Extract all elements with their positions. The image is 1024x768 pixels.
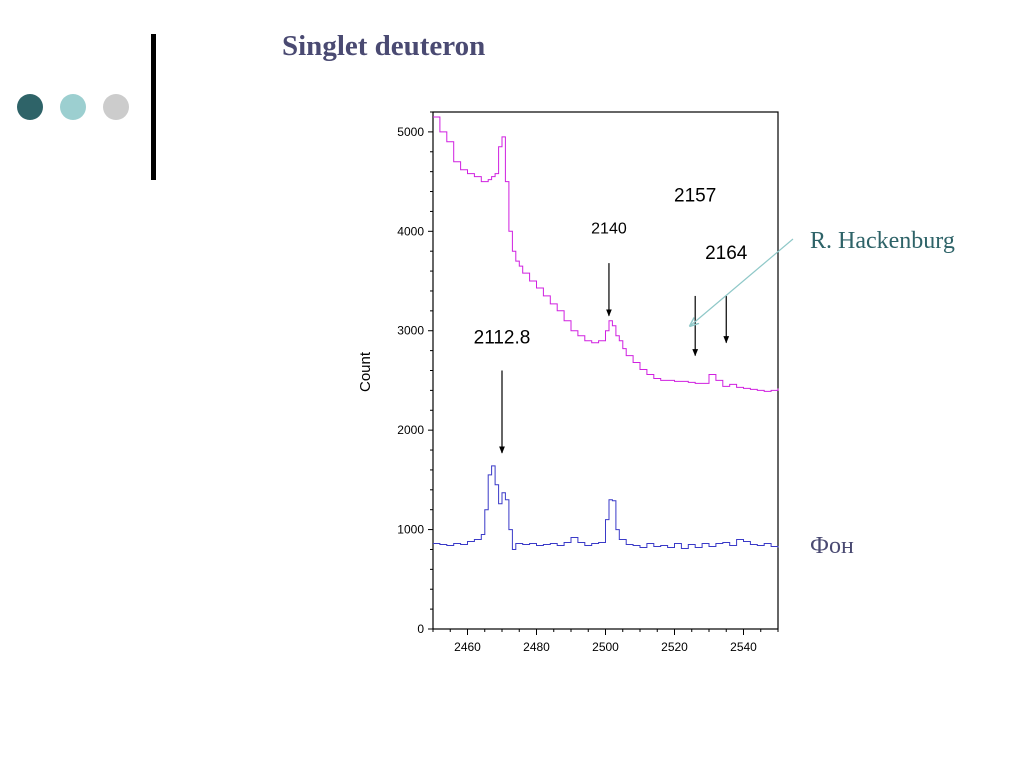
x-tick-label: 2500 [592,640,619,654]
y-axis-label: Count [357,351,374,392]
y-tick-label: 4000 [397,224,424,238]
y-tick-label: 0 [417,622,424,636]
hackenburg-label: R. Hackenburg [810,228,955,254]
bullet-dot-dark [17,94,43,120]
annotation-label: 2112.8 [474,328,531,349]
x-tick-label: 2460 [454,640,481,654]
y-tick-label: 5000 [397,125,424,139]
x-tick-label: 2480 [523,640,550,654]
y-tick-label: 3000 [397,324,424,338]
annotation-label: 2164 [705,243,748,264]
page-title: Singlet deuteron [282,30,486,62]
x-tick-label: 2520 [661,640,688,654]
x-tick-label: 2540 [730,640,757,654]
series-line-0 [433,116,779,392]
title-divider [151,34,156,180]
background-label: Фон [810,533,854,559]
annotation-label: 2140 [591,220,627,237]
series-line-1 [433,465,779,550]
plot-frame [432,111,779,630]
bullet-dot-light [60,94,86,120]
bullet-dot-grey [103,94,129,120]
annotation-label: 2157 [674,185,716,206]
hackenburg-pointer [690,238,794,326]
y-tick-label: 1000 [397,523,424,537]
y-tick-label: 2000 [397,423,424,437]
